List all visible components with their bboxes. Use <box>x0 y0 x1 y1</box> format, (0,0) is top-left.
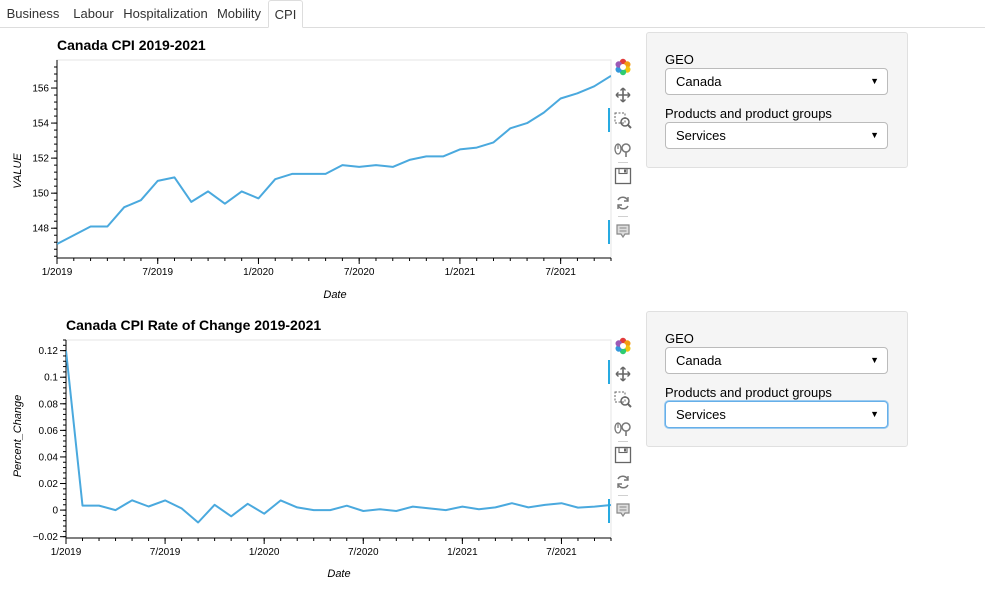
chart-title: Canada CPI 2019-2021 <box>57 37 206 53</box>
y-tick-label: 0.06 <box>39 426 59 437</box>
geo-select[interactable]: Canada ▼ <box>665 347 888 374</box>
x-tick-label: 7/2019 <box>142 267 173 278</box>
y-tick-label: 152 <box>32 154 49 165</box>
box-zoom-icon[interactable] <box>610 110 636 132</box>
geo-select-value: Canada <box>676 353 722 368</box>
save-icon[interactable] <box>610 165 636 187</box>
x-tick-label: 1/2020 <box>243 267 274 278</box>
plot-frame <box>56 59 612 259</box>
y-tick-label: 0.12 <box>39 346 59 357</box>
y-tick-label: 150 <box>32 189 49 200</box>
y-tick-label: 148 <box>32 224 49 235</box>
chevron-down-icon: ▼ <box>870 409 879 419</box>
tab-labour[interactable]: Labour <box>73 6 114 21</box>
tab-business[interactable]: Business <box>6 6 60 21</box>
x-tick-label: 1/2019 <box>42 267 73 278</box>
series-line <box>57 74 611 245</box>
y-tick-label: 156 <box>32 84 49 95</box>
geo-label: GEO <box>665 331 694 346</box>
y-axis-label: Percent_Change <box>12 395 24 478</box>
reset-icon[interactable] <box>610 192 636 214</box>
x-tick-label: 1/2019 <box>51 547 82 558</box>
products-select-value: Services <box>676 128 726 143</box>
filter-panel: GEO Canada ▼ Products and product groups… <box>646 311 908 447</box>
cpi-rate-chart: Canada CPI Rate of Change 2019-2021 Perc… <box>12 317 612 580</box>
x-tick-label: 7/2021 <box>545 267 576 278</box>
wheel-zoom-icon[interactable] <box>610 417 636 439</box>
cpi-value-chart: Canada CPI 2019-2021 VALUE Date 1/2019 7/… <box>12 37 612 301</box>
y-tick-label: 0.08 <box>39 399 59 410</box>
x-axis-label: Date <box>323 289 346 301</box>
tab-cpi[interactable]: CPI <box>268 0 303 28</box>
x-tick-label: 1/2021 <box>447 547 478 558</box>
products-select[interactable]: Services ▼ <box>665 401 888 428</box>
chevron-down-icon: ▼ <box>870 76 879 86</box>
tab-bar: Business Labour Hospitalization Mobility… <box>0 0 985 28</box>
chart-title: Canada CPI Rate of Change 2019-2021 <box>66 317 321 333</box>
x-tick-label: 7/2021 <box>546 547 577 558</box>
x-tick-label: 7/2020 <box>344 267 375 278</box>
geo-select-value: Canada <box>676 74 722 89</box>
y-tick-label: 0 <box>52 506 58 517</box>
products-select[interactable]: Services ▼ <box>665 122 888 149</box>
y-tick-label: 0.04 <box>39 452 59 463</box>
pan-icon[interactable] <box>610 363 636 385</box>
x-tick-label: 1/2020 <box>249 547 280 558</box>
chevron-down-icon: ▼ <box>870 130 879 140</box>
pan-icon[interactable] <box>610 84 636 106</box>
bokeh-logo-icon[interactable] <box>610 56 636 78</box>
y-tick-label: 0.02 <box>39 479 59 490</box>
y-tick-label: −0.02 <box>33 532 59 543</box>
products-label: Products and product groups <box>665 106 832 121</box>
x-tick-label: 7/2019 <box>150 547 181 558</box>
tab-hospitalization[interactable]: Hospitalization <box>123 6 208 21</box>
x-tick-label: 1/2021 <box>445 267 476 278</box>
chart-toolbar <box>608 56 636 246</box>
y-tick-label: 0.1 <box>44 373 58 384</box>
series-line <box>66 350 611 524</box>
wheel-zoom-icon[interactable] <box>610 138 636 160</box>
tab-mobility[interactable]: Mobility <box>216 6 262 21</box>
geo-label: GEO <box>665 52 694 67</box>
hover-tooltip-icon[interactable] <box>610 499 636 521</box>
y-tick-label: 154 <box>32 119 49 130</box>
geo-select[interactable]: Canada ▼ <box>665 68 888 95</box>
x-axis-label: Date <box>327 568 350 580</box>
y-axis-label: VALUE <box>12 153 24 189</box>
reset-icon[interactable] <box>610 471 636 493</box>
hover-tooltip-icon[interactable] <box>610 220 636 242</box>
products-label: Products and product groups <box>665 385 832 400</box>
chevron-down-icon: ▼ <box>870 355 879 365</box>
box-zoom-icon[interactable] <box>610 389 636 411</box>
filter-panel: GEO Canada ▼ Products and product groups… <box>646 32 908 168</box>
products-select-value: Services <box>676 407 726 422</box>
save-icon[interactable] <box>610 444 636 466</box>
bokeh-logo-icon[interactable] <box>610 335 636 357</box>
x-tick-label: 7/2020 <box>348 547 379 558</box>
chart-toolbar <box>608 335 636 525</box>
